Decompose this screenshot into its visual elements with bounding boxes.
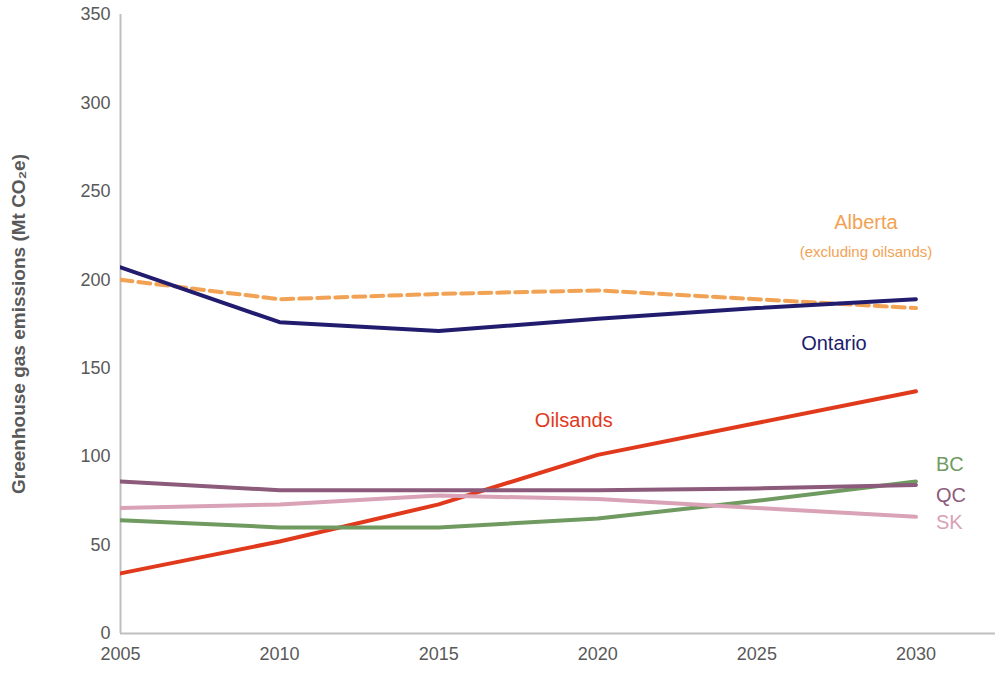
svg-text:2010: 2010 <box>260 644 300 664</box>
svg-text:100: 100 <box>80 446 110 466</box>
svg-text:0: 0 <box>100 623 110 643</box>
svg-text:(excluding oilsands): (excluding oilsands) <box>800 243 933 260</box>
svg-text:2015: 2015 <box>419 644 459 664</box>
svg-text:2005: 2005 <box>100 644 140 664</box>
svg-text:Greenhouse gas emissions (Mt C: Greenhouse gas emissions (Mt CO₂e) <box>8 154 29 494</box>
svg-text:Alberta: Alberta <box>834 211 898 233</box>
svg-text:BC: BC <box>936 453 964 475</box>
svg-text:Ontario: Ontario <box>801 332 867 354</box>
svg-text:2020: 2020 <box>578 644 618 664</box>
svg-text:50: 50 <box>90 535 110 555</box>
svg-text:200: 200 <box>80 270 110 290</box>
svg-text:250: 250 <box>80 181 110 201</box>
svg-text:SK: SK <box>936 511 963 533</box>
svg-text:300: 300 <box>80 93 110 113</box>
svg-text:150: 150 <box>80 358 110 378</box>
svg-text:QC: QC <box>936 484 966 506</box>
svg-text:Oilsands: Oilsands <box>535 409 613 431</box>
svg-text:2025: 2025 <box>737 644 777 664</box>
svg-text:2030: 2030 <box>896 644 936 664</box>
svg-text:350: 350 <box>80 4 110 24</box>
